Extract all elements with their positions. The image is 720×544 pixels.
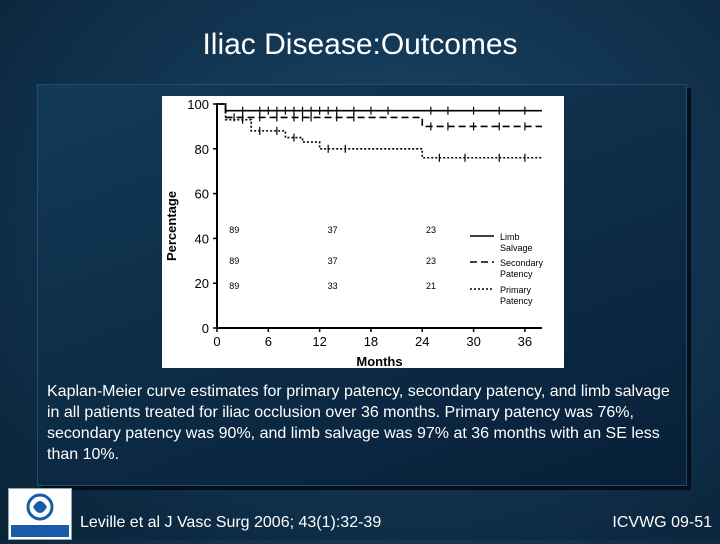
at-risk-number: 37 bbox=[328, 256, 338, 266]
x-tick-label: 0 bbox=[213, 334, 220, 349]
series-line-2 bbox=[217, 103, 542, 159]
x-tick-label: 36 bbox=[518, 334, 532, 349]
y-tick-label: 0 bbox=[202, 321, 209, 336]
y-tick-label: 100 bbox=[187, 97, 209, 112]
x-tick-label: 18 bbox=[364, 334, 378, 349]
y-tick-label: 80 bbox=[195, 142, 209, 157]
at-risk-number: 33 bbox=[328, 281, 338, 291]
at-risk-number: 23 bbox=[426, 256, 436, 266]
y-tick-label: 20 bbox=[195, 276, 209, 291]
legend-label: Secondary bbox=[500, 258, 544, 268]
series-line-1 bbox=[217, 103, 542, 128]
slide-id: ICVWG 09-51 bbox=[612, 514, 712, 531]
x-tick-label: 24 bbox=[415, 334, 429, 349]
slide-title: Iliac Disease:Outcomes bbox=[202, 28, 518, 61]
y-tick-label: 60 bbox=[195, 187, 209, 202]
figure-caption: Kaplan-Meier curve estimates for primary… bbox=[47, 383, 670, 463]
at-risk-number: 21 bbox=[426, 281, 436, 291]
at-risk-number: 23 bbox=[426, 225, 436, 235]
at-risk-number: 89 bbox=[229, 256, 239, 266]
x-tick-label: 30 bbox=[466, 334, 480, 349]
x-axis-label: Months bbox=[356, 354, 402, 368]
x-tick-label: 12 bbox=[312, 334, 326, 349]
legend-label: Patency bbox=[500, 296, 533, 306]
citation: Leville et al J Vasc Surg 2006; 43(1):32… bbox=[80, 514, 382, 531]
legend-label: Patency bbox=[500, 269, 533, 279]
at-risk-number: 37 bbox=[328, 225, 338, 235]
x-tick-label: 6 bbox=[265, 334, 272, 349]
legend-label: Limb bbox=[500, 232, 520, 242]
series-line-0 bbox=[217, 103, 542, 112]
legend-label: Primary bbox=[500, 285, 531, 295]
y-axis-label: Percentage bbox=[164, 191, 179, 261]
y-tick-label: 40 bbox=[195, 231, 209, 246]
km-chart: 0 20 40 60 80 100 0 6 12 18 24 30 36 Months Percentage… bbox=[162, 96, 564, 368]
neiams-logo bbox=[8, 488, 72, 540]
at-risk-number: 89 bbox=[229, 225, 239, 235]
legend-label: Salvage bbox=[500, 243, 533, 253]
at-risk-number: 89 bbox=[229, 281, 239, 291]
km-chart-svg: 0 20 40 60 80 100 0 6 12 18 24 30 36 Months Percentage… bbox=[164, 97, 544, 368]
